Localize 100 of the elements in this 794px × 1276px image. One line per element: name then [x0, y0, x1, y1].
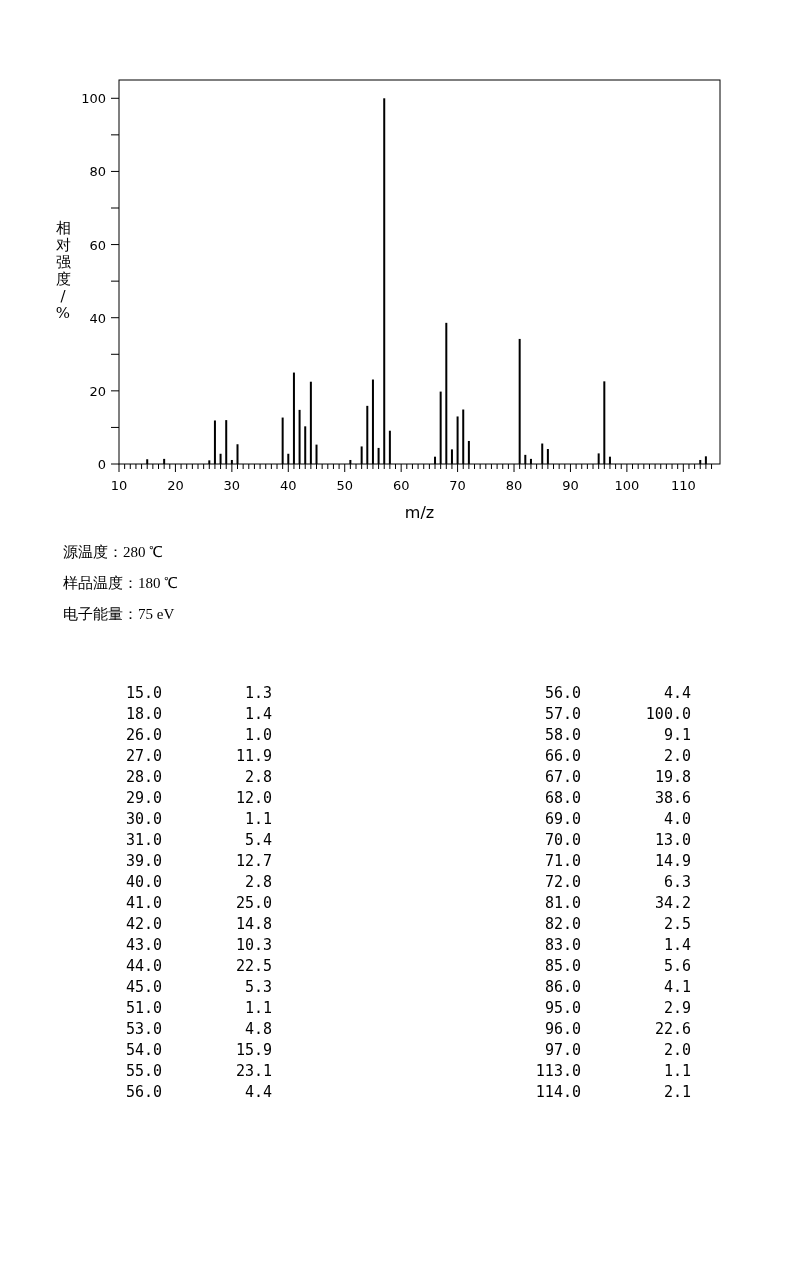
- category-label: 81.0: [544, 894, 581, 912]
- text: 2.8: [244, 768, 272, 786]
- category-label: 96.0: [544, 1020, 581, 1038]
- category-label: 56.0: [544, 684, 581, 702]
- category-label: 58.0: [544, 726, 581, 744]
- text: 22.6: [654, 1020, 691, 1038]
- category-label: 71.0: [544, 852, 581, 870]
- category-label: 43.0: [125, 936, 162, 954]
- y-tick-label: 20: [89, 383, 106, 399]
- text: 5.6: [663, 957, 691, 975]
- category-label: 57.0: [544, 705, 581, 723]
- y-tick-label: 100: [81, 91, 106, 107]
- x-tick-label: 70: [449, 478, 466, 493]
- text: 10.3: [235, 936, 272, 954]
- text: 12.7: [235, 852, 272, 870]
- category-label: 18.0: [125, 705, 162, 723]
- category-label: 95.0: [544, 999, 581, 1017]
- text: 4.8: [244, 1020, 272, 1038]
- text: 11.9: [235, 747, 272, 765]
- y-axis-title: 相对强度/%: [55, 219, 71, 322]
- y-tick-label: 0: [97, 457, 106, 472]
- text: 5.3: [244, 978, 272, 996]
- text: 6.3: [663, 873, 691, 891]
- category-label: 51.0: [125, 999, 162, 1017]
- text: 1.4: [663, 936, 691, 954]
- category-label: 70.0: [544, 831, 581, 849]
- text: 2.0: [663, 1041, 691, 1059]
- category-label: 28.0: [125, 768, 162, 786]
- text: 9.1: [663, 726, 691, 744]
- text: 源温度：280 ℃: [63, 544, 164, 560]
- text: 23.1: [235, 1062, 272, 1080]
- category-label: 15.0: [125, 684, 162, 702]
- text: 1.4: [244, 705, 272, 723]
- x-tick-label: 110: [670, 478, 696, 493]
- text: 22.5: [235, 957, 272, 975]
- text: 2.8: [244, 873, 272, 891]
- text: 1.1: [244, 999, 272, 1017]
- text: 15.9: [235, 1041, 272, 1059]
- category-label: 31.0: [125, 831, 162, 849]
- category-label: 55.0: [125, 1062, 162, 1080]
- text: 14.9: [654, 852, 691, 870]
- text: 4.1: [663, 978, 691, 996]
- category-label: 42.0: [125, 915, 162, 933]
- text: 5.4: [244, 831, 272, 849]
- text: 1.1: [244, 810, 272, 828]
- x-tick-label: 30: [223, 478, 241, 493]
- category-label: 54.0: [125, 1041, 162, 1059]
- x-tick-label: 60: [392, 478, 410, 493]
- x-tick-label: 50: [336, 478, 353, 493]
- category-label: 114.0: [535, 1083, 581, 1101]
- text: 1.3: [244, 684, 272, 702]
- text: 2.5: [663, 915, 691, 933]
- text: 电子能量：75 eV: [63, 606, 175, 622]
- x-axis-title: m/z: [404, 503, 435, 522]
- category-label: 26.0: [125, 726, 162, 744]
- text: 4.4: [244, 1083, 272, 1101]
- y-tick-label: 80: [89, 164, 106, 180]
- category-label: 56.0: [125, 1083, 162, 1101]
- category-label: 82.0: [544, 915, 581, 933]
- category-label: 40.0: [125, 873, 162, 891]
- text: 100.0: [645, 705, 691, 723]
- y-tick-label: 40: [89, 310, 106, 326]
- category-label: 68.0: [544, 789, 581, 807]
- text: 13.0: [654, 831, 691, 849]
- text: 4.0: [663, 810, 691, 828]
- x-tick-label: 20: [167, 478, 184, 493]
- x-tick-label: 40: [280, 478, 297, 493]
- y-tick-label: 60: [89, 237, 106, 253]
- category-label: 66.0: [544, 747, 581, 765]
- category-label: 39.0: [125, 852, 162, 870]
- category-label: 97.0: [544, 1041, 581, 1059]
- x-tick-label: 80: [505, 478, 523, 493]
- text: 2.9: [663, 999, 691, 1017]
- text: 25.0: [235, 894, 272, 912]
- text: 样品温度：180 ℃: [63, 575, 179, 591]
- x-tick-label: 90: [562, 478, 579, 493]
- category-label: 45.0: [125, 978, 162, 996]
- category-label: 53.0: [125, 1020, 162, 1038]
- text: 38.6: [654, 789, 691, 807]
- category-label: 69.0: [544, 810, 581, 828]
- text: 12.0: [235, 789, 272, 807]
- category-label: 67.0: [544, 768, 581, 786]
- category-label: 86.0: [544, 978, 581, 996]
- text: 14.8: [235, 915, 272, 933]
- category-label: 29.0: [125, 789, 162, 807]
- text: 1.0: [244, 726, 272, 744]
- category-label: 44.0: [125, 957, 162, 975]
- text: 4.4: [663, 684, 691, 702]
- category-label: 83.0: [544, 936, 581, 954]
- text: 1.1: [663, 1062, 691, 1080]
- category-label: 30.0: [125, 810, 162, 828]
- x-tick-label: 10: [110, 478, 128, 493]
- category-label: 113.0: [535, 1062, 581, 1080]
- text: 19.8: [654, 768, 691, 786]
- text: 34.2: [654, 894, 691, 912]
- text: 2.1: [663, 1083, 691, 1101]
- x-tick-label: 100: [614, 478, 640, 493]
- category-label: 72.0: [544, 873, 581, 891]
- category-label: 27.0: [125, 747, 162, 765]
- category-label: 85.0: [544, 957, 581, 975]
